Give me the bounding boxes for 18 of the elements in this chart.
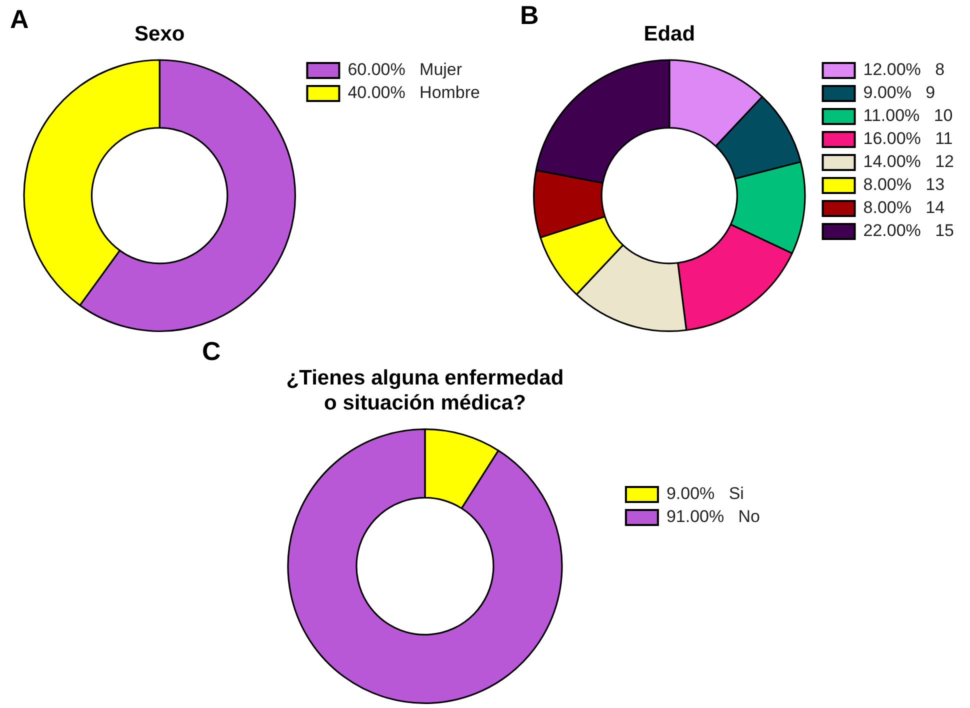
- legend-label: 22.00% 15: [863, 221, 954, 240]
- chart-title: Sexo: [134, 22, 185, 46]
- legend-label: 16.00% 11: [863, 129, 953, 148]
- legend-label: 91.00% No: [666, 507, 760, 526]
- chart-title: Edad: [644, 22, 696, 46]
- text: C: [202, 336, 221, 366]
- legend-label: 8.00% 14: [863, 198, 945, 218]
- legend-label: 12.00% 8: [863, 60, 945, 80]
- legend-label: 9.00% Si: [666, 484, 744, 504]
- legend-label: 14.00% 12: [863, 152, 954, 172]
- text: A: [10, 4, 29, 34]
- legend-label: 60.00% Mujer: [348, 60, 462, 80]
- text: B: [520, 0, 539, 30]
- legend-label: 40.00% Hombre: [348, 83, 480, 102]
- legend-label: 8.00% 13: [863, 175, 945, 194]
- legend-label: 11.00% 10: [863, 106, 953, 126]
- legend-label: 9.00% 9: [863, 83, 936, 102]
- chart-title: ¿Tienes alguna enfermedad o situación médica?: [286, 366, 564, 415]
